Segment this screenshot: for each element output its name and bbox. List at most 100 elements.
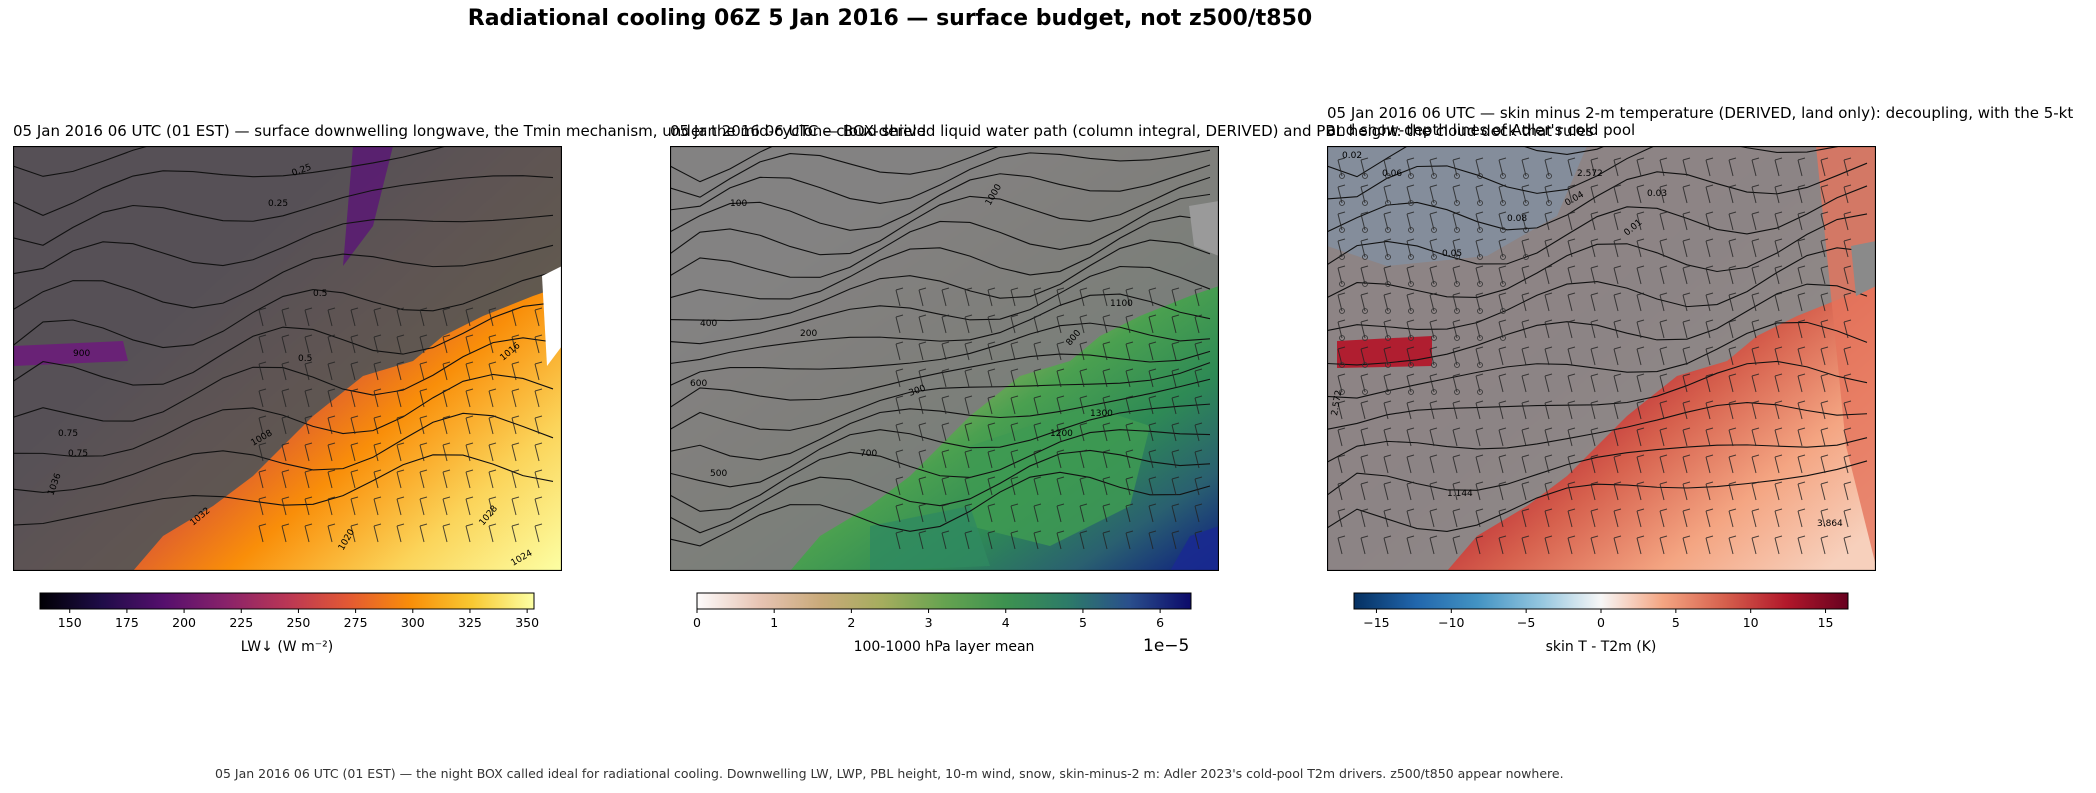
wind-barb bbox=[1636, 373, 1645, 393]
wind-barb bbox=[1613, 265, 1622, 285]
wind-barb bbox=[1659, 481, 1668, 501]
wind-barb bbox=[1567, 157, 1576, 177]
lake-region bbox=[13, 341, 128, 366]
wind-barb bbox=[1820, 157, 1829, 177]
wind-barb bbox=[1521, 400, 1530, 420]
snow-marker bbox=[1477, 308, 1483, 314]
snow-marker bbox=[1454, 200, 1460, 206]
snow-marker bbox=[1477, 254, 1483, 260]
wind-barb bbox=[1148, 314, 1157, 334]
wind-barb bbox=[373, 334, 382, 354]
wind-barb bbox=[1613, 319, 1622, 339]
wind-barb bbox=[1751, 292, 1760, 312]
wind-barb bbox=[1079, 368, 1088, 388]
wind-barb bbox=[1728, 481, 1737, 501]
wind-barb bbox=[1751, 508, 1760, 528]
wind-barb bbox=[442, 334, 451, 354]
wind-barb bbox=[511, 388, 520, 408]
wind-barb bbox=[373, 442, 382, 462]
wind-barb bbox=[488, 307, 497, 327]
wind-barb bbox=[1544, 292, 1553, 312]
contour-label: 500 bbox=[710, 469, 727, 479]
contour-line bbox=[1327, 213, 1868, 299]
colorbar-tick-label: 250 bbox=[287, 615, 311, 630]
wind-barb bbox=[1843, 400, 1852, 420]
contour-label: 1300 bbox=[1090, 409, 1113, 419]
wind-barb bbox=[1033, 476, 1042, 496]
colorbar-tick-label: 0 bbox=[1597, 615, 1605, 630]
snow-marker bbox=[1339, 200, 1345, 206]
wind-barb bbox=[373, 496, 382, 516]
wind-barb bbox=[1820, 481, 1829, 501]
wind-barbs bbox=[258, 307, 543, 543]
wind-barb bbox=[1194, 395, 1203, 415]
wind-barb bbox=[1843, 454, 1852, 474]
wind-barb bbox=[1797, 508, 1806, 528]
contour-label: 2.572 bbox=[1330, 389, 1344, 416]
wind-barb bbox=[1705, 184, 1714, 204]
wind-barb bbox=[1636, 184, 1645, 204]
wind-barb bbox=[1613, 292, 1622, 312]
wind-barb bbox=[281, 307, 290, 327]
wind-barb bbox=[1360, 508, 1369, 528]
snow-marker bbox=[1385, 200, 1391, 206]
wind-barb bbox=[1102, 314, 1111, 334]
wind-barb bbox=[1567, 238, 1576, 258]
contour-lines bbox=[13, 146, 554, 526]
wind-barb bbox=[1613, 481, 1622, 501]
wind-barb bbox=[534, 415, 543, 435]
wind-barb bbox=[442, 415, 451, 435]
wind-barb bbox=[1843, 238, 1852, 258]
wind-barb bbox=[987, 287, 996, 307]
wind-barb bbox=[1102, 368, 1111, 388]
wind-barb bbox=[534, 388, 543, 408]
wind-barb bbox=[1682, 454, 1691, 474]
snow-marker bbox=[1408, 362, 1414, 368]
wind-barb bbox=[1452, 535, 1461, 555]
wind-barb bbox=[1033, 395, 1042, 415]
snow-marker bbox=[1431, 335, 1437, 341]
wind-barb bbox=[281, 442, 290, 462]
wind-barb bbox=[1498, 508, 1507, 528]
snow-marker bbox=[1385, 173, 1391, 179]
contour-line bbox=[13, 244, 554, 311]
contour-line bbox=[670, 378, 1211, 461]
wind-barb bbox=[1682, 373, 1691, 393]
wind-barb bbox=[534, 334, 543, 354]
snow-marker bbox=[1385, 254, 1391, 260]
wind-barb bbox=[488, 361, 497, 381]
wind-barb bbox=[1728, 319, 1737, 339]
wind-barb bbox=[1125, 368, 1134, 388]
wind-barb bbox=[1843, 535, 1852, 555]
wind-barb bbox=[1636, 535, 1645, 555]
wind-barb bbox=[1056, 449, 1065, 469]
wind-barb bbox=[1613, 157, 1622, 177]
snow-markers bbox=[1339, 173, 1552, 395]
wind-barb bbox=[1544, 346, 1553, 366]
wind-barb bbox=[1452, 508, 1461, 528]
snow-marker bbox=[1431, 362, 1437, 368]
wind-barb bbox=[1705, 481, 1714, 501]
contour-label: 1.144 bbox=[1447, 489, 1473, 499]
contour-line bbox=[13, 146, 448, 217]
wind-barb bbox=[1125, 422, 1134, 442]
wind-barb bbox=[1590, 184, 1599, 204]
wind-barb bbox=[1774, 157, 1783, 177]
wind-barb bbox=[895, 287, 904, 307]
contour-line bbox=[670, 176, 1211, 256]
wind-barb bbox=[1567, 427, 1576, 447]
wind-barb bbox=[1567, 184, 1576, 204]
snow-marker bbox=[1408, 335, 1414, 341]
wind-barb bbox=[1406, 427, 1415, 447]
wind-barb bbox=[1475, 400, 1484, 420]
wind-barb bbox=[1705, 157, 1714, 177]
wind-barb bbox=[281, 334, 290, 354]
snow-marker bbox=[1408, 281, 1414, 287]
snow-marker bbox=[1362, 254, 1368, 260]
wind-barb bbox=[1659, 157, 1668, 177]
wind-barb bbox=[1797, 400, 1806, 420]
contour-line bbox=[1327, 437, 1868, 496]
wind-barb bbox=[534, 361, 543, 381]
wind-barb bbox=[1636, 157, 1645, 177]
colorbar-gradient bbox=[1353, 592, 1849, 610]
